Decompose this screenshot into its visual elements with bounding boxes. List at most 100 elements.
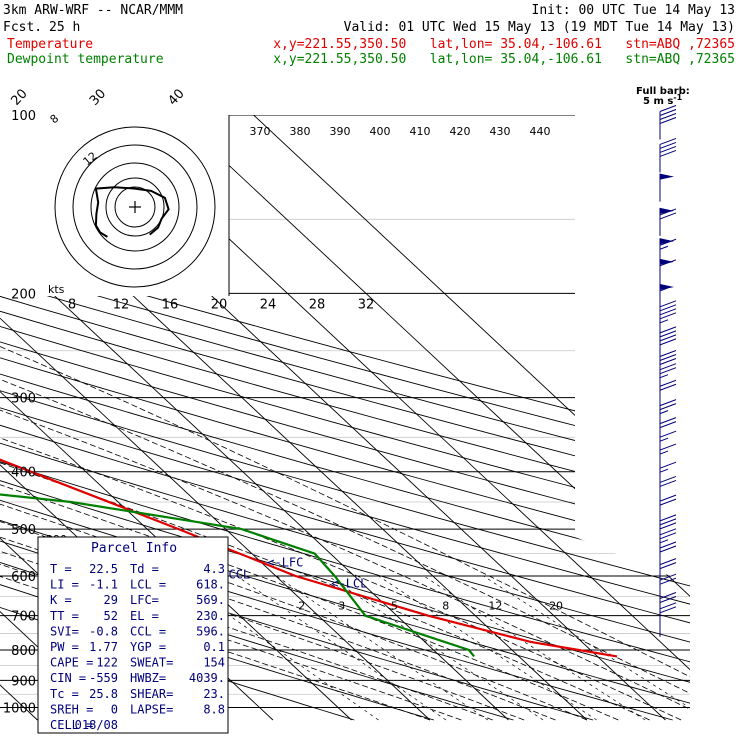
- wind-barb: [659, 350, 677, 385]
- parcel-field-label: LCL =: [130, 578, 166, 592]
- pressure-tick-label: 600: [11, 570, 36, 585]
- wind-barb: [659, 137, 677, 173]
- pressure-tick-label: 300: [11, 392, 36, 407]
- parcel-field-value: 52: [104, 609, 118, 623]
- isotherm-line: [0, 115, 509, 721]
- temperature-tick-label: 28: [309, 297, 326, 312]
- parcel-field-label: LFC=: [130, 593, 159, 607]
- parcel-field-value: 569.: [196, 593, 225, 607]
- mixing-ratio-line: [328, 575, 544, 721]
- parcel-info-title: Parcel Info: [91, 541, 177, 556]
- wind-barb-full: [659, 212, 677, 220]
- pressure-tick-label: 400: [11, 466, 36, 481]
- theta-label: 370: [250, 125, 271, 138]
- wind-barb-full: [659, 334, 677, 342]
- wind-barb-full: [659, 592, 677, 599]
- wind-barb-flag: [660, 258, 674, 265]
- wind-barb-full: [659, 367, 677, 375]
- hodograph-ring: [54, 126, 216, 288]
- wind-barb: [659, 573, 677, 609]
- isotherm-label-group: 30: [87, 86, 109, 108]
- wind-barb-full: [659, 358, 677, 365]
- isotherm-label: 40: [165, 86, 187, 108]
- wind-barb: [659, 430, 677, 466]
- parcel-field-label: CIN =: [50, 671, 86, 685]
- pressure-tick-label: 700: [11, 610, 36, 625]
- parcel-field-label: CAPE =: [50, 656, 93, 670]
- wind-barb-full: [659, 541, 677, 549]
- parcel-field-value: 122: [96, 656, 118, 670]
- temperature-tick-label: 24: [260, 297, 277, 312]
- parcel-field-label: LI =: [50, 578, 79, 592]
- wind-barb-full: [659, 109, 677, 116]
- wind-barb-full: [659, 522, 677, 530]
- parcel-field-label: EL =: [130, 609, 159, 623]
- isotherm-line: [0, 115, 431, 721]
- wind-barb-full: [659, 573, 677, 581]
- dry-adiabat-line: [0, 139, 690, 721]
- theta-label: 440: [530, 125, 551, 138]
- parcel-field-label: CELL =: [50, 718, 93, 732]
- dewpoint-curve: [0, 115, 475, 658]
- isotherm-label-group: 40: [165, 86, 187, 108]
- wind-barb-half: [659, 450, 669, 455]
- pressure-tick-label: 800: [11, 644, 36, 659]
- parcel-field-label: YGP =: [130, 640, 166, 654]
- wind-barb-full: [659, 479, 677, 487]
- parcel-field-label: SHEAR=: [130, 687, 173, 701]
- dry-adiabat-line: [0, 139, 690, 721]
- barb-key-value: 5 m s-1: [643, 93, 683, 107]
- wind-barb-half: [659, 374, 669, 379]
- barb-key-speed: 5 m s: [643, 96, 673, 107]
- wind-barb: [659, 238, 677, 267]
- wind-barb-full: [659, 417, 677, 425]
- theta-label: 420: [450, 125, 471, 138]
- dry-adiabat-line: [0, 139, 690, 721]
- parcel-field-value: 018/08: [75, 718, 118, 732]
- header: 3km ARW-WRF -- NCAR/MMM Init: 00 UTC Tue…: [3, 3, 735, 67]
- moist-adiabat-line: [0, 334, 690, 721]
- parcel-field-value: 1.77: [89, 640, 118, 654]
- parcel-field-label: SREH =: [50, 702, 93, 716]
- wind-barb-full: [659, 238, 677, 246]
- wind-barb-full: [659, 558, 677, 566]
- wind-barb-half: [659, 287, 669, 292]
- hodograph-units: kts: [48, 283, 65, 296]
- parcel-field-label: SWEAT=: [130, 656, 173, 670]
- parcel-field-value: 618.: [196, 578, 225, 592]
- wind-barb-full: [659, 350, 677, 357]
- dry-adiabat-line: [0, 139, 690, 721]
- parcel-field-value: 29: [104, 593, 118, 607]
- wind-barb: [659, 475, 677, 511]
- temperature-curve: [0, 115, 618, 658]
- wind-barb-full: [659, 208, 677, 216]
- wind-barb-full: [659, 596, 677, 603]
- wind-barb: [659, 443, 677, 479]
- wind-barb-full: [659, 545, 677, 553]
- isotherm-line: [0, 115, 117, 721]
- wind-barb: [659, 528, 677, 563]
- wind-barb-full: [659, 430, 677, 438]
- dry-adiabat-line: [0, 139, 690, 721]
- temperature-legend: Temperature: [7, 37, 93, 52]
- temperature-tick-label: 20: [211, 297, 228, 312]
- barb-key-title: Full barb:: [636, 86, 690, 97]
- theta-label: 390: [330, 125, 351, 138]
- wind-barb-full: [659, 421, 677, 429]
- init-time: Init: 00 UTC Tue 14 May 13: [532, 3, 736, 18]
- wind-barb-full: [659, 259, 677, 267]
- dry-adiabat-line: [0, 139, 690, 721]
- lfc-marker: <-LFC: [267, 555, 303, 569]
- wind-barb-full: [659, 399, 677, 407]
- hodograph-ring: [72, 144, 198, 270]
- wind-barb-full: [659, 308, 677, 316]
- hodograph-ring: [114, 186, 156, 228]
- isotherm-line: [174, 115, 690, 721]
- parcel-field-label: PW =: [50, 640, 79, 654]
- parcel-field-value: 4039.: [189, 671, 225, 685]
- mixing-ratio-label: 12: [488, 600, 502, 613]
- wind-barb: [659, 207, 677, 236]
- dry-adiabat-line: [0, 139, 690, 721]
- parcel-field-value: 4.3: [203, 562, 225, 576]
